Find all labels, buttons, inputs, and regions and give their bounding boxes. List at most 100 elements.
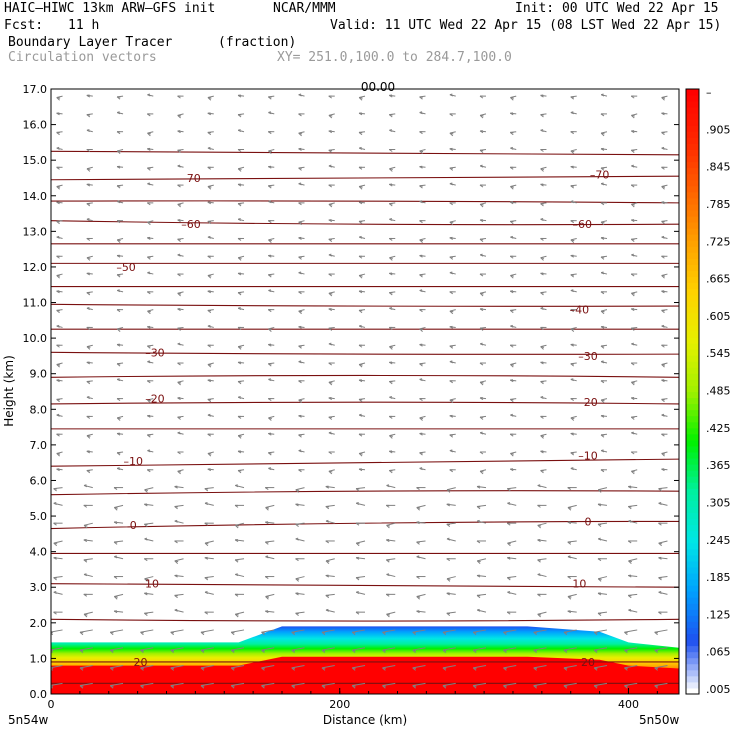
wind-vector	[268, 111, 275, 115]
wind-vector	[56, 166, 63, 170]
wind-vector	[388, 469, 396, 474]
colorbar-segment	[686, 548, 699, 556]
wind-vector	[419, 200, 426, 204]
wind-vector	[147, 469, 154, 473]
wind-vector	[419, 95, 426, 100]
colorbar-segment	[686, 675, 699, 683]
colorbar-label: .545	[706, 347, 731, 360]
colorbar-segment	[686, 500, 699, 507]
wind-vector	[144, 522, 154, 528]
wind-vector	[479, 237, 487, 242]
wind-vector	[56, 184, 63, 190]
wind-vector	[388, 113, 396, 118]
wind-vector	[479, 342, 487, 346]
wind-vector	[537, 484, 547, 489]
wind-vector	[325, 558, 335, 564]
wind-vector	[540, 433, 547, 439]
wind-vector	[177, 326, 184, 331]
wind-vector	[268, 378, 275, 382]
wind-vector	[265, 521, 275, 525]
wind-vector	[597, 487, 608, 493]
wind-vector	[503, 665, 517, 671]
wind-vector	[533, 665, 547, 671]
y-tick-label: 6.0	[30, 474, 48, 487]
wind-vector	[661, 235, 668, 239]
wind-vector	[654, 629, 668, 636]
wind-vector	[264, 487, 275, 491]
wind-vector	[597, 558, 607, 562]
wind-vector	[147, 113, 154, 117]
wind-vector	[507, 591, 517, 595]
wind-vector	[537, 593, 547, 597]
wind-vector	[509, 398, 517, 403]
wind-vector	[476, 574, 487, 578]
contour-line	[51, 175, 679, 181]
org-label: NCAR/MMM	[273, 1, 336, 16]
wind-vector	[356, 502, 366, 506]
wind-vector	[174, 593, 184, 599]
wind-vector	[351, 629, 366, 636]
wind-vector	[86, 202, 93, 207]
wind-vector	[540, 361, 547, 365]
wind-vector	[358, 433, 365, 437]
wind-vector	[237, 113, 245, 118]
wind-vector	[237, 272, 245, 276]
wind-vector	[476, 485, 487, 489]
wind-vector	[419, 415, 426, 421]
colorbar-segment	[686, 609, 699, 616]
contour-label: –20	[578, 396, 598, 409]
contour-line	[51, 351, 679, 355]
wind-vector	[86, 94, 93, 98]
colorbar-segment	[686, 663, 699, 671]
wind-vector	[83, 484, 93, 489]
contour-label: –70	[590, 168, 610, 181]
wind-vector	[147, 255, 154, 260]
wind-vector	[144, 592, 154, 596]
wind-vector	[358, 166, 365, 170]
wind-vector	[570, 289, 577, 293]
wind-vector	[419, 237, 426, 243]
wind-vector	[510, 468, 517, 472]
wind-vector	[86, 129, 93, 133]
wind-vector	[540, 202, 547, 207]
wind-vector	[389, 307, 396, 311]
wind-vector	[268, 415, 275, 421]
contour-line	[51, 458, 679, 467]
wind-vector	[540, 166, 547, 172]
wind-vector	[268, 149, 275, 155]
colorbar-label: .005	[706, 683, 731, 696]
wind-vector	[628, 519, 638, 524]
wind-vector	[230, 629, 245, 636]
wind-vector	[597, 503, 608, 507]
contour-label: –60	[573, 218, 593, 231]
wind-vector	[328, 451, 335, 455]
wind-vector	[597, 522, 608, 528]
wind-vector	[479, 326, 487, 331]
contour-label: 0	[585, 515, 592, 528]
wind-vector	[86, 469, 93, 474]
wind-vector	[86, 113, 93, 118]
colorbar-label: .485	[706, 385, 731, 398]
wind-vector	[416, 610, 426, 614]
wind-vector	[355, 576, 366, 581]
wind-vector	[533, 647, 547, 653]
wind-vector	[628, 608, 638, 613]
wind-vector	[446, 503, 456, 507]
wind-vector	[600, 271, 608, 275]
colorbar-segment	[686, 464, 699, 471]
wind-vector	[268, 467, 275, 471]
wind-vector	[79, 682, 93, 689]
wind-vector	[207, 324, 214, 328]
wind-vector	[116, 451, 124, 456]
wind-vector	[295, 611, 305, 616]
wind-vector	[144, 503, 154, 507]
wind-vector	[419, 184, 426, 189]
wind-vector	[476, 558, 487, 564]
y-tick-label: 5.0	[30, 510, 48, 523]
wind-vector	[472, 682, 487, 689]
wind-vector	[600, 360, 608, 364]
wind-vector	[507, 556, 517, 560]
wind-vector	[631, 291, 638, 297]
wind-vector	[147, 131, 154, 137]
wind-vector	[419, 149, 426, 155]
